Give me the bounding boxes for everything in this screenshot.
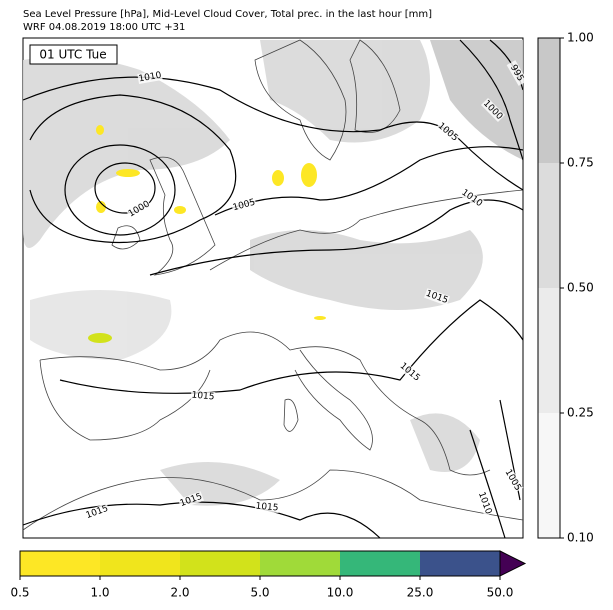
isobar-label-bg [178,491,204,509]
isobar-label-bg [84,503,110,521]
colorbar-tick-label: 0.10 [567,531,594,545]
isobar-label: 1015 [255,502,279,514]
colorbar-segment [538,163,560,288]
colorbar-segment [538,413,560,538]
colorbar-tick-label: 10.0 [327,586,354,600]
colorbar-tick-label: 1.0 [90,586,109,600]
colorbar-tick-label: 5.0 [250,586,269,600]
colorbar-tick-label: 2.0 [170,586,189,600]
colorbar-segment [260,551,340,576]
isobar-label-bg [506,60,528,86]
title-line: WRF 04.08.2019 18:00 UTC +31 [23,22,185,33]
colorbar-tick-label: 0.25 [567,406,594,420]
colorbar-tick-label: 0.5 [10,586,29,600]
isobar-label-bg [480,97,506,123]
colorbar-segment [20,551,100,576]
colorbar-tick-label: 0.75 [567,156,594,170]
isobar-label-bg [424,288,450,306]
isobar-label-bg [190,389,216,403]
colorbar-segment [420,551,500,576]
isobar-label-bg [397,360,423,384]
colorbar-segment [100,551,180,576]
isobar-label-bg [435,120,461,144]
isobar-label-bg [231,197,257,213]
isobar-label-bg [502,467,524,493]
isobar-label: 1010 [138,71,163,85]
colorbar-tick-label: 1.00 [567,31,594,45]
colorbar-segment [340,551,420,576]
colorbar-segment [538,288,560,413]
colorbar-tick-label: 25.0 [407,586,434,600]
time-box [29,44,118,65]
cloud-colorbar: 0.10 0.25 0.50 0.75 1.00 [537,31,594,545]
precipitation [88,125,326,343]
colorbar-extend [499,550,527,577]
isobar-label: 1015 [191,391,215,403]
isobar-label-bg [126,198,152,220]
isobar-label-bg [254,500,280,514]
title-line: Sea Level Pressure [hPa], Mid-Level Clou… [23,9,432,20]
precip-colorbar: 0.5 1.0 2.0 5.0 10.0 25.0 50.0 [10,550,527,600]
cloud-cover [23,40,523,506]
coastlines [22,39,524,531]
time-label: 01 UTC Tue [39,48,106,62]
colorbar-tick-label: 50.0 [487,586,514,600]
isobar-label-bg [137,69,163,85]
colorbar-segment [538,38,560,163]
isobar-label-bg [476,490,494,516]
colorbar-tick-label: 0.50 [567,281,594,295]
colorbar-segment [180,551,260,576]
isobar-label-bg [459,187,485,209]
